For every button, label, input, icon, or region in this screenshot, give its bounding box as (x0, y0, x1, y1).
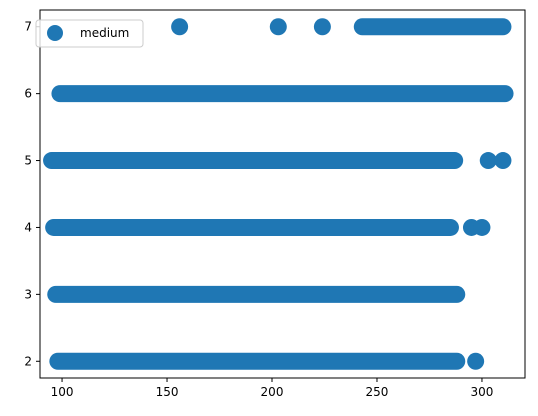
scatter-point (269, 18, 287, 36)
x-tick-label: 150 (156, 385, 179, 399)
y-tick-label: 3 (24, 287, 32, 301)
ticks: 100 150 200 250 300 2 3 4 5 6 7 (24, 20, 493, 399)
x-tick-label: 300 (471, 385, 494, 399)
x-tick-label: 100 (51, 385, 74, 399)
y-tick-label: 7 (24, 20, 32, 34)
legend-label: medium (80, 26, 129, 40)
y-tick-label: 5 (24, 154, 32, 168)
y-tick-label: 2 (24, 354, 32, 368)
axes (39, 9, 526, 379)
plot-frame (39, 9, 526, 379)
scatter-point (467, 352, 485, 370)
y-tick-label: 4 (24, 220, 32, 234)
scatter-point (473, 218, 491, 236)
scatter-point (479, 152, 497, 170)
legend: medium (35, 19, 144, 48)
scatter-point (171, 18, 189, 36)
scatter-point (494, 152, 512, 170)
x-tick-label: 200 (261, 385, 284, 399)
y-tick-label: 6 (24, 87, 32, 101)
scatter-point (313, 18, 331, 36)
legend-box (35, 19, 144, 48)
x-tick-label: 250 (366, 385, 389, 399)
data-points (43, 18, 514, 370)
legend-marker (47, 25, 63, 41)
